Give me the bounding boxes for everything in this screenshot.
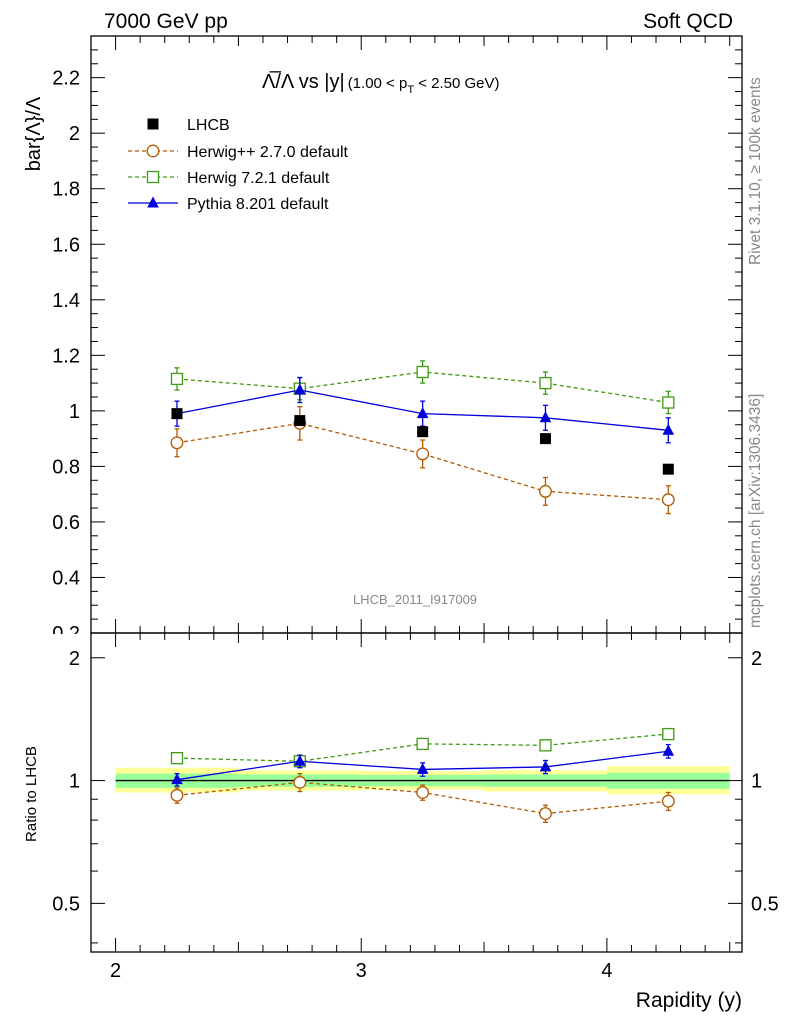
chart-title-cut: (1.00 < p bbox=[348, 75, 408, 92]
data-point bbox=[294, 754, 306, 766]
data-point bbox=[170, 788, 184, 802]
data-point bbox=[170, 751, 184, 765]
data-point bbox=[416, 407, 429, 419]
y-axis-label: bar{Λ}/Λ bbox=[23, 96, 45, 171]
y-tick-label: 0.4 bbox=[52, 567, 80, 589]
series-herwig-7-2-1-default bbox=[170, 727, 675, 768]
x-tick-label: 3 bbox=[356, 960, 367, 982]
data-point bbox=[416, 762, 429, 774]
data-point bbox=[539, 376, 552, 390]
legend-label: LHCB bbox=[187, 117, 230, 134]
chart-title-cut-sub: T bbox=[407, 84, 414, 96]
legend-marker bbox=[146, 170, 160, 184]
y-tick-label: 0.8 bbox=[52, 456, 80, 478]
data-point bbox=[539, 484, 552, 498]
x-tick-label: 2 bbox=[110, 960, 121, 982]
ratio-y-axis-label: Ratio to LHCB bbox=[23, 746, 40, 842]
data-point bbox=[662, 727, 675, 741]
data-point bbox=[294, 415, 306, 427]
data-point bbox=[662, 463, 674, 475]
ratio-y-tick-label: 0.5 bbox=[52, 893, 80, 915]
legend-marker bbox=[147, 118, 159, 130]
data-point bbox=[662, 396, 675, 409]
series-lhcb bbox=[171, 408, 674, 475]
data-point bbox=[171, 408, 183, 420]
data-point bbox=[661, 493, 675, 507]
legend-entry: Herwig 7.2.1 default bbox=[128, 170, 330, 187]
header-process-label: Soft QCD bbox=[643, 10, 733, 33]
ratio-y-tick-label-right: 1 bbox=[751, 771, 762, 793]
y-tick-label: 1.8 bbox=[52, 179, 80, 201]
y-tick-label: 0.2 bbox=[52, 623, 80, 645]
data-point bbox=[539, 807, 552, 821]
data-point bbox=[294, 383, 306, 395]
ratio-y-tick-label: 1 bbox=[69, 771, 80, 793]
x-axis-label: Rapidity (y) bbox=[636, 989, 742, 1012]
y-tick-label: 1.2 bbox=[52, 345, 80, 367]
main-series bbox=[170, 360, 675, 515]
legend-entry: Pythia 8.201 default bbox=[128, 196, 329, 213]
ratio-y-tick-label-right: 2 bbox=[751, 648, 762, 670]
data-point bbox=[661, 794, 675, 808]
ratio-frame bbox=[90, 632, 743, 953]
chart-title: Λ̅/Λ vs |y| (1.00 < pT < 2.50 GeV) bbox=[262, 70, 500, 96]
legend-entry: LHCB bbox=[147, 117, 230, 134]
ratio-y-tick-label: 2 bbox=[69, 648, 80, 670]
ratio-series bbox=[170, 727, 675, 823]
header-energy-label: 7000 GeV pp bbox=[104, 10, 228, 33]
data-point bbox=[539, 760, 552, 772]
data-point bbox=[170, 372, 184, 386]
data-point bbox=[416, 786, 430, 799]
y-tick-label: 1.6 bbox=[52, 234, 80, 256]
y-tick-label: 1 bbox=[69, 401, 80, 423]
series-line bbox=[176, 422, 669, 501]
legend-label: Herwig 7.2.1 default bbox=[187, 170, 330, 187]
y-tick-label: 2.2 bbox=[52, 68, 80, 90]
mcplots-label: mcplots.cern.ch [arXiv:1306.3436] bbox=[747, 394, 764, 628]
data-point bbox=[416, 737, 429, 751]
legend-label: Herwig++ 2.7.0 default bbox=[187, 144, 349, 161]
data-point bbox=[539, 411, 552, 423]
legend-marker bbox=[146, 144, 160, 158]
legend-marker bbox=[147, 196, 159, 208]
series-herwig-2-7-0-default bbox=[170, 772, 675, 823]
legend-entry: Herwig++ 2.7.0 default bbox=[128, 144, 349, 161]
data-point bbox=[539, 433, 551, 445]
rivet-version-label: Rivet 3.1.10, ≥ 100k events bbox=[747, 77, 764, 265]
ratio-y-tick-label-right: 0.5 bbox=[751, 893, 779, 915]
y-tick-label: 0.6 bbox=[52, 512, 80, 534]
data-point bbox=[170, 436, 184, 450]
ratio-panel: 2 3 4 0.5 0.5 1 1 2 2 bbox=[52, 632, 779, 982]
chart-title-main: Λ̅/Λ vs |y| bbox=[262, 70, 345, 93]
data-point bbox=[662, 423, 675, 435]
data-point bbox=[416, 365, 429, 379]
x-tick-label: 4 bbox=[601, 960, 612, 982]
data-point bbox=[293, 775, 307, 789]
legend: LHCB Herwig++ 2.7.0 default Herwig 7.2.1 d… bbox=[128, 117, 349, 213]
data-point bbox=[416, 447, 430, 461]
chart-title-cut-end: < 2.50 GeV) bbox=[414, 75, 499, 92]
legend-label: Pythia 8.201 default bbox=[187, 196, 329, 213]
analysis-watermark: LHCB_2011_I917009 bbox=[353, 592, 477, 607]
data-point bbox=[171, 773, 183, 785]
main-panel: 0.2 0.4 0.6 0.8 1 1.2 1.4 1.6 1.8 2 2.2 bbox=[52, 35, 743, 645]
data-point bbox=[417, 426, 429, 438]
y-tick-label: 1.4 bbox=[52, 290, 80, 312]
data-point bbox=[662, 744, 675, 756]
series-pythia-8-201-default bbox=[171, 743, 675, 787]
y-tick-label: 2 bbox=[69, 123, 80, 145]
data-point bbox=[539, 739, 552, 752]
